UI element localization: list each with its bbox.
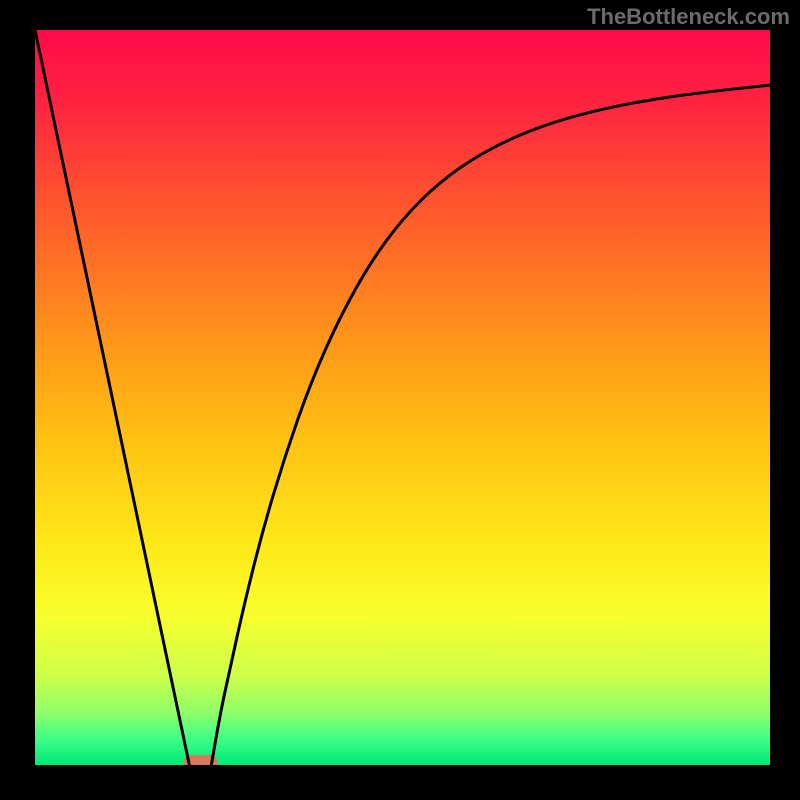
gradient-background: [35, 30, 770, 765]
chart-svg: [35, 30, 770, 765]
plot-area: [35, 30, 770, 765]
chart-frame: TheBottleneck.com: [0, 0, 800, 800]
watermark-text: TheBottleneck.com: [587, 4, 790, 30]
